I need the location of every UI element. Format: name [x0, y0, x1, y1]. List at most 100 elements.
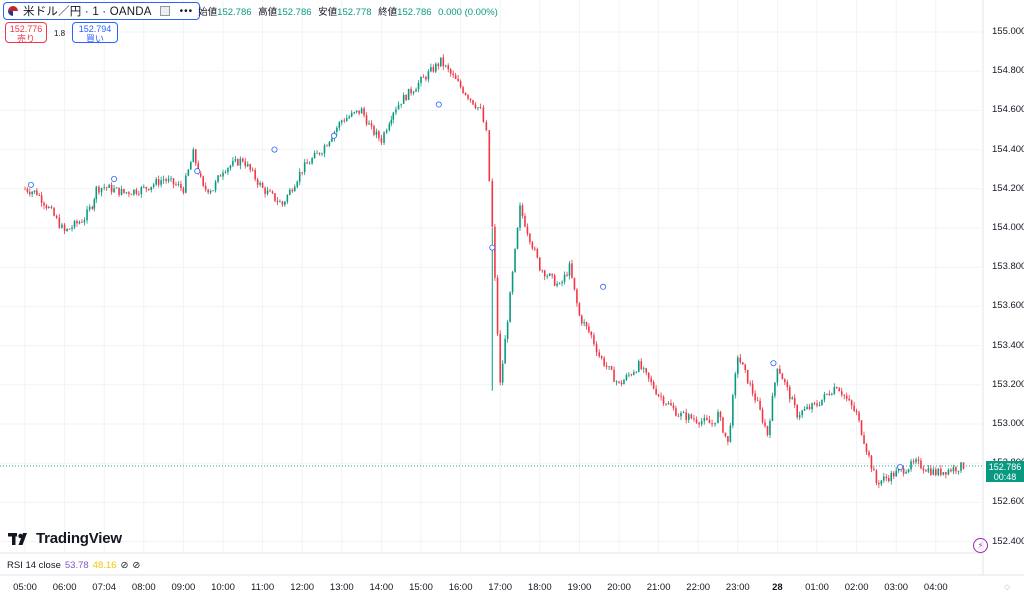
candle-body: [298, 172, 301, 182]
candle-body: [28, 191, 31, 195]
time-tick-label: 11:00: [251, 582, 275, 593]
candle-body: [791, 397, 794, 400]
candle-body: [754, 393, 756, 401]
candle-body: [960, 462, 962, 471]
candle-body: [254, 170, 256, 180]
event-marker: [111, 175, 118, 182]
candle-body: [640, 361, 643, 370]
more-options-icon[interactable]: •••: [179, 5, 194, 17]
time-tick-label: 06:00: [52, 582, 77, 593]
candle-body: [553, 275, 556, 286]
candle-body: [670, 403, 672, 406]
symbol-selector[interactable]: 米ドル／円 · 1 · OANDA •••: [3, 2, 201, 20]
event-marker: [897, 464, 904, 471]
candle-body: [536, 248, 539, 258]
candle-body: [890, 472, 893, 481]
event-marker: [271, 146, 278, 153]
remove-icon[interactable]: ⊘: [132, 560, 141, 571]
candle-body: [459, 81, 462, 88]
buy-button[interactable]: 152.794 買い: [72, 22, 118, 44]
candle-body: [623, 380, 625, 385]
time-tick-label: 01:00: [805, 582, 829, 593]
candle-body: [603, 357, 605, 366]
candle-body: [474, 104, 477, 109]
candle-body: [293, 186, 296, 192]
candle-body: [628, 374, 630, 376]
candle-body: [73, 221, 76, 228]
candle-body: [368, 123, 370, 125]
price-tick-label: 152.600: [992, 496, 1024, 508]
candle-body: [912, 461, 915, 463]
candle-body: [115, 187, 118, 189]
candle-body: [71, 227, 73, 229]
candle-body: [491, 181, 494, 227]
candle-body: [613, 369, 615, 382]
candle-body: [737, 357, 739, 374]
candle-body: [813, 403, 816, 405]
candle-body: [194, 149, 197, 164]
lightning-icon[interactable]: ⚡: [973, 538, 988, 553]
candle-body: [477, 107, 479, 109]
candle-body: [509, 292, 511, 323]
market-status-icon[interactable]: [159, 6, 170, 16]
candle-body: [237, 159, 239, 166]
candle-body: [848, 398, 850, 401]
sell-button[interactable]: 152.776 売り: [5, 22, 47, 44]
candle-body: [605, 365, 608, 367]
candle-body: [708, 419, 711, 424]
candle-body: [358, 110, 360, 114]
candle-body: [83, 220, 86, 223]
candle-body: [682, 412, 685, 414]
tradingview-logo[interactable]: TradingView: [8, 530, 122, 547]
candle-body: [652, 381, 655, 389]
open-value: 152.786: [217, 7, 252, 18]
candle-body: [326, 145, 328, 147]
time-tick-label: 12:00: [290, 582, 315, 593]
candle-body: [118, 187, 120, 195]
candle-body: [256, 179, 259, 185]
candle-body: [457, 78, 459, 82]
candle-body: [47, 206, 50, 209]
candle-body: [355, 110, 358, 113]
candle-body: [942, 472, 945, 475]
candle-body: [259, 182, 261, 185]
settings-icon[interactable]: ◌: [1004, 582, 1010, 593]
time-tick-label: 20:00: [607, 582, 631, 593]
candle-body: [945, 472, 947, 475]
candle-body: [378, 131, 380, 139]
candle-body: [932, 469, 935, 475]
candle-body: [76, 221, 78, 224]
candle-body: [875, 470, 878, 483]
candle-body: [883, 476, 885, 481]
candle-body: [373, 125, 375, 135]
candle-body: [390, 119, 393, 124]
candle-body: [222, 172, 224, 177]
high-label: 高値: [258, 7, 278, 18]
candle-body: [873, 468, 875, 471]
candle-body: [915, 459, 917, 463]
candle-body: [38, 195, 41, 196]
candle-body: [68, 228, 71, 230]
candle-body: [501, 363, 504, 383]
candle-body: [793, 397, 796, 405]
candle-body: [152, 184, 155, 187]
candle-body: [845, 395, 848, 399]
hide-icon[interactable]: ⊘: [120, 560, 129, 571]
candle-body: [425, 77, 427, 80]
candle-body: [36, 190, 38, 196]
candle-body: [732, 395, 734, 426]
time-tick-label: 18:00: [527, 582, 552, 593]
candle-body: [529, 233, 531, 243]
candle-body: [803, 409, 806, 411]
candle-body: [363, 108, 365, 116]
candle-body: [496, 277, 499, 334]
candle-body: [598, 352, 600, 357]
candle-body: [485, 122, 488, 131]
candle-body: [563, 274, 566, 282]
time-tick-label: 16:00: [448, 582, 473, 593]
candle-body: [328, 141, 331, 146]
candle-body: [110, 184, 113, 193]
candle-body: [199, 173, 202, 177]
candle-body: [318, 152, 321, 155]
